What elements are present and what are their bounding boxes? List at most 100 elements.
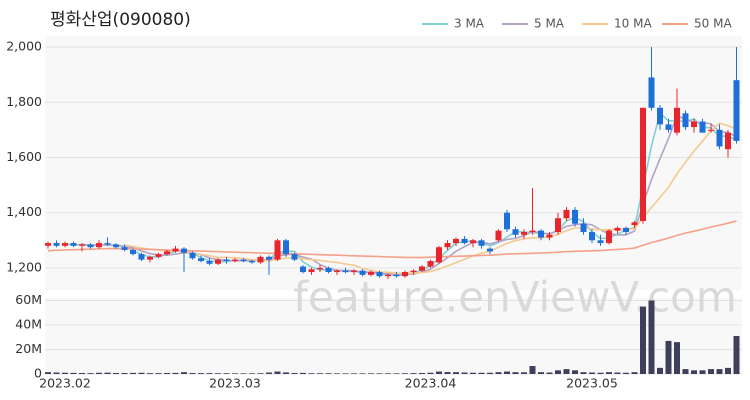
candle-body: [521, 232, 527, 235]
volume-bar: [130, 372, 136, 374]
x-tick-label: 2023.04: [405, 376, 457, 391]
candle-body: [79, 244, 85, 246]
y-tick-label: 2,000: [6, 39, 42, 54]
candle-body: [393, 274, 400, 277]
candle-body: [725, 132, 731, 150]
ma-line: [47, 220, 737, 259]
volume-bar: [725, 367, 731, 374]
volume-bar: [240, 373, 247, 374]
volume-bar: [512, 372, 519, 374]
candle-body: [300, 266, 306, 273]
candle-body: [291, 254, 298, 260]
volume-bar: [70, 372, 77, 374]
y-tick-label: 1,200: [6, 259, 42, 274]
volume-bar: [206, 373, 213, 374]
candle-body: [385, 274, 391, 277]
volume-bar: [580, 372, 587, 374]
candle-body: [699, 121, 706, 133]
legend-label: 3 MA: [454, 17, 485, 31]
volume-bar: [113, 373, 119, 374]
volume-bar: [436, 371, 442, 374]
candle-body: [155, 254, 162, 257]
volume-bar: [470, 372, 476, 374]
volume-bar: [359, 373, 366, 374]
candle-body: [172, 248, 179, 252]
volume-bar: [487, 372, 493, 374]
legend-label: 50 MA: [694, 17, 732, 31]
volume-bar: [308, 373, 315, 374]
candle-body: [529, 230, 536, 233]
volume-bar: [376, 373, 383, 374]
volume-bar: [198, 373, 204, 374]
y-tick-label: 40M: [15, 316, 42, 331]
candle-body: [640, 107, 646, 221]
candle-body: [589, 232, 595, 241]
watermark: feature.enViewV.com: [293, 273, 736, 322]
candle-body: [614, 227, 621, 231]
candle-body: [215, 259, 221, 264]
candle-body: [444, 243, 451, 248]
candle-body: [512, 229, 519, 235]
candle-body: [487, 248, 493, 252]
volume-bar: [334, 373, 340, 374]
volume-bar: [87, 373, 94, 374]
volume-bar: [121, 373, 128, 374]
candle-body: [317, 267, 323, 270]
candle-body: [563, 209, 570, 219]
candle-body: [478, 240, 485, 246]
volume-bar: [104, 372, 111, 374]
volume-bar: [393, 373, 400, 374]
volume-bar: [504, 371, 510, 374]
volume-bar: [453, 372, 459, 374]
volume-bar: [657, 367, 663, 374]
volume-bar: [563, 369, 570, 374]
volume-bar: [274, 371, 281, 374]
candle-body: [419, 266, 425, 271]
candle-body: [461, 238, 468, 244]
volume-bar: [45, 372, 51, 374]
candle-body: [249, 261, 255, 263]
candle-body: [164, 251, 170, 255]
volume-bar: [419, 373, 425, 374]
y-tick-label: 1,400: [6, 204, 42, 219]
candle-body: [96, 243, 102, 248]
volume-bar: [62, 372, 68, 374]
candle-body: [351, 270, 357, 273]
volume-bar: [682, 369, 689, 374]
volume-bar: [317, 373, 323, 374]
candle-body: [376, 272, 383, 277]
candle-body: [580, 223, 587, 233]
volume-bar: [189, 373, 196, 374]
candle-body: [334, 270, 340, 273]
volume-bar: [691, 370, 697, 374]
candle-body: [308, 269, 315, 273]
volume-panel: [45, 298, 742, 374]
legend-label: 10 MA: [614, 17, 652, 31]
volume-bar: [640, 306, 646, 374]
candle-body: [648, 77, 655, 108]
candle-body: [138, 254, 145, 260]
candle-body: [113, 244, 119, 248]
candle-body: [87, 244, 94, 248]
volume-bar: [521, 372, 527, 374]
volume-bar: [351, 373, 357, 374]
candle-body: [342, 270, 349, 273]
candle-body: [504, 212, 510, 230]
volume-bar: [614, 372, 621, 374]
volume-bar: [79, 373, 85, 374]
volume-bar: [631, 372, 638, 374]
candle-body: [232, 259, 238, 262]
volume-bar: [155, 373, 162, 374]
volume-bar: [164, 373, 170, 374]
candle-body: [495, 230, 502, 241]
x-tick-label: 2023.03: [209, 376, 261, 391]
volume-bar: [444, 372, 451, 374]
candle-body: [257, 256, 264, 263]
volume-bar: [138, 372, 145, 374]
y-tick-label: 20M: [15, 341, 42, 356]
volume-bar: [674, 342, 680, 374]
candle-body: [708, 129, 714, 131]
volume-bar: [232, 373, 238, 374]
candle-body: [538, 230, 544, 238]
candle-body: [62, 243, 68, 246]
